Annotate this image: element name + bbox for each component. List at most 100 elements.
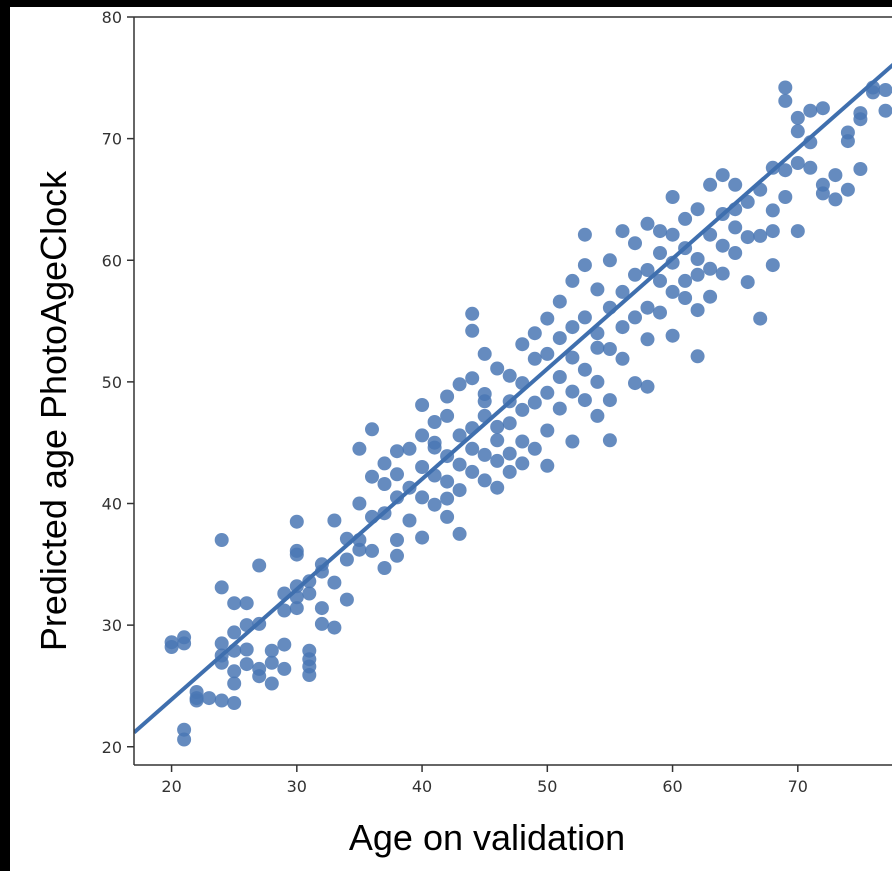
data-point (264, 643, 279, 658)
data-point (803, 160, 818, 175)
data-point (703, 177, 718, 192)
data-point (577, 258, 592, 273)
data-point (740, 230, 755, 245)
data-point (640, 332, 655, 347)
data-point (778, 163, 793, 178)
data-point (289, 547, 304, 562)
data-point (552, 401, 567, 416)
data-point (678, 211, 693, 226)
data-point (440, 389, 455, 404)
data-point (615, 284, 630, 299)
data-point (214, 533, 229, 547)
data-point (540, 423, 555, 438)
data-point (515, 337, 530, 352)
data-point (214, 636, 229, 651)
data-point (540, 458, 555, 473)
data-point (828, 192, 843, 207)
data-point (778, 93, 793, 108)
data-point (277, 661, 292, 676)
data-point (465, 464, 480, 479)
data-point (477, 447, 492, 462)
data-point (565, 434, 580, 449)
data-point (427, 440, 442, 455)
data-point (765, 224, 780, 239)
data-point (465, 306, 480, 321)
data-point (402, 441, 417, 456)
data-point (640, 216, 655, 231)
data-point (452, 483, 467, 498)
data-point (339, 592, 354, 607)
data-point (239, 657, 254, 672)
data-point (302, 586, 317, 601)
x-tick-label: 60 (662, 777, 682, 796)
data-point (678, 273, 693, 288)
data-point (440, 474, 455, 489)
data-point (665, 284, 680, 299)
data-point (239, 596, 254, 611)
data-point (815, 101, 830, 116)
data-point (377, 561, 392, 575)
data-point (352, 441, 367, 456)
data-point (390, 444, 404, 459)
data-point (590, 408, 605, 423)
x-tick-label: 40 (412, 777, 432, 796)
data-point (565, 273, 580, 288)
data-point (790, 110, 805, 125)
data-point (365, 543, 379, 558)
data-point (552, 294, 567, 309)
data-point (427, 497, 442, 512)
data-point (390, 533, 404, 547)
data-point (452, 377, 467, 392)
data-point (227, 664, 242, 679)
data-point (339, 552, 354, 567)
data-point (365, 469, 379, 484)
data-point (289, 514, 304, 529)
data-point (552, 331, 567, 346)
data-point (665, 328, 680, 343)
data-point (540, 311, 555, 326)
axes (133, 16, 892, 766)
data-point (590, 340, 605, 355)
data-point (515, 402, 530, 417)
data-point (490, 453, 505, 468)
data-point (490, 433, 505, 448)
data-point (690, 267, 705, 282)
x-axis-ticks: 20 30 40 50 60 70 (161, 765, 808, 796)
data-point (602, 433, 617, 448)
data-point (189, 685, 204, 699)
data-point (590, 282, 605, 297)
data-point (527, 441, 542, 456)
data-point (227, 676, 242, 691)
x-tick-label: 50 (537, 777, 557, 796)
data-point (164, 635, 179, 650)
data-point (440, 491, 455, 506)
data-point (277, 603, 292, 618)
data-point (853, 162, 868, 176)
data-point (690, 349, 705, 364)
data-point (565, 320, 580, 335)
data-point (490, 361, 505, 376)
data-point (415, 428, 430, 443)
data-point (765, 258, 780, 273)
y-axis-label: Predicted age PhotoAgeClock (33, 170, 74, 651)
data-point (840, 182, 855, 197)
data-point (628, 236, 642, 251)
data-point (327, 575, 342, 590)
data-point (390, 490, 404, 505)
data-point (753, 311, 768, 326)
data-point (778, 190, 793, 204)
data-point (678, 291, 693, 305)
data-point (402, 513, 417, 528)
data-point (540, 385, 555, 400)
data-point (552, 370, 567, 384)
data-point (227, 625, 242, 640)
data-point (690, 202, 705, 217)
data-point (327, 513, 342, 528)
y-tick-label: 80 (102, 8, 122, 27)
data-point (628, 310, 642, 325)
data-point (214, 693, 229, 708)
y-tick-label: 70 (102, 130, 122, 149)
data-point (377, 477, 392, 491)
data-point (640, 263, 655, 277)
